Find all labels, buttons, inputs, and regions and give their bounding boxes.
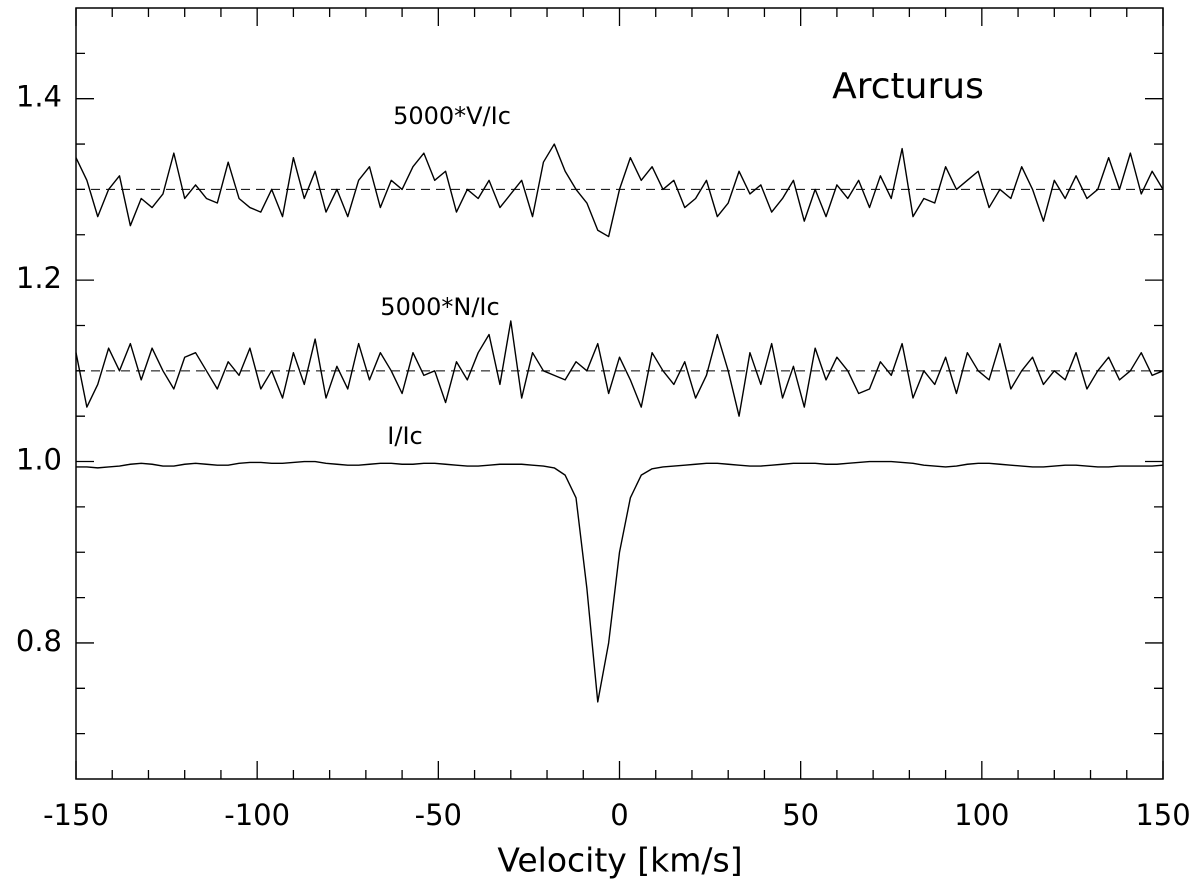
- series-line: [75, 143, 1164, 238]
- x-tick-label: 150: [1135, 798, 1190, 832]
- y-tick-label: 1.4: [16, 80, 62, 114]
- y-tick-label: 0.8: [16, 624, 62, 658]
- x-tick-label: 50: [782, 798, 819, 832]
- x-tick-label: 100: [954, 798, 1009, 832]
- series-line: [75, 320, 1164, 417]
- series-line: [76, 460, 1164, 703]
- series-label: 5000*N/Ic: [380, 293, 499, 321]
- series-label: I/Ic: [387, 422, 422, 450]
- x-axis-label: Velocity [km/s]: [497, 841, 742, 880]
- series-label: 5000*V/Ic: [393, 102, 511, 130]
- plot-frame: [75, 7, 1164, 780]
- y-tick-label: 1.0: [16, 443, 62, 477]
- x-tick-label: -50: [415, 798, 462, 832]
- chart-title: Arcturus: [832, 66, 984, 107]
- y-tick-label: 1.2: [16, 261, 62, 295]
- x-tick-label: 0: [610, 798, 628, 832]
- x-tick-label: -100: [224, 798, 290, 832]
- x-tick-label: -150: [43, 798, 109, 832]
